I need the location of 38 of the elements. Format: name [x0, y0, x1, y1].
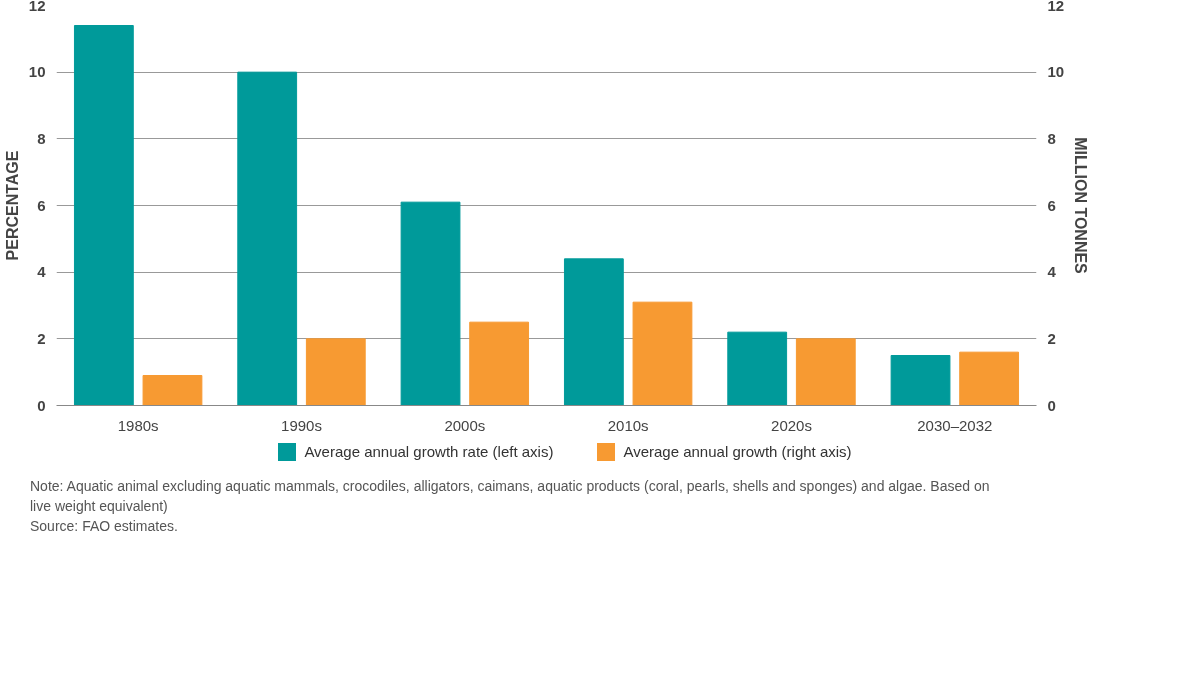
y-tick-label: 10 [28, 63, 46, 81]
bar [73, 25, 134, 406]
y2-tick-label: 2 [1047, 329, 1056, 347]
bar [890, 355, 951, 406]
y2-tick-label: 12 [1047, 0, 1065, 14]
y-tick-label: 4 [37, 263, 47, 281]
bar [305, 338, 366, 406]
x-tick-label: 2000s [444, 416, 486, 434]
x-tick-label: 1980s [117, 416, 159, 434]
bar [237, 71, 298, 406]
y2-tick-label: 8 [1047, 129, 1056, 147]
y-tick-label: 0 [37, 396, 46, 414]
y-tick-label: 12 [28, 0, 46, 14]
source-note: Source: FAO estimates. [30, 518, 178, 535]
bar [400, 201, 461, 406]
y2-tick-label: 0 [1047, 396, 1056, 414]
y-axis-title: PERCENTAGE [3, 150, 21, 261]
bar [469, 321, 530, 406]
y2-tick-label: 10 [1047, 63, 1065, 81]
bar [632, 301, 693, 406]
x-tick-label: 1990s [281, 416, 322, 434]
x-tick-label: 2010s [607, 416, 649, 434]
y-tick-label: 2 [37, 329, 46, 347]
legend-label: Average annual growth rate (left axis) [304, 442, 554, 462]
bar [727, 331, 788, 406]
y2-axis-title: MILLION TONNES [1072, 137, 1090, 275]
y2-tick-label: 6 [1047, 196, 1056, 214]
y-tick-label: 8 [37, 129, 46, 147]
bar [142, 375, 203, 406]
x-tick-label: 2030–2032 [917, 416, 993, 434]
y-tick-label: 6 [37, 196, 46, 214]
x-tick-label: 2020s [771, 416, 812, 434]
bar [959, 351, 1020, 406]
text: Note: Aquatic animal excluding aquatic mammals, crocodiles, alligators, caimans, aquatic products (coral, pearls, shells and sponges) and algae. Based on live weight equivalent) [30, 478, 990, 515]
y2-tick-label: 4 [1047, 263, 1057, 281]
bar [795, 338, 856, 406]
bar [563, 258, 624, 406]
legend-label: Average annual growth (right axis) [623, 442, 852, 462]
